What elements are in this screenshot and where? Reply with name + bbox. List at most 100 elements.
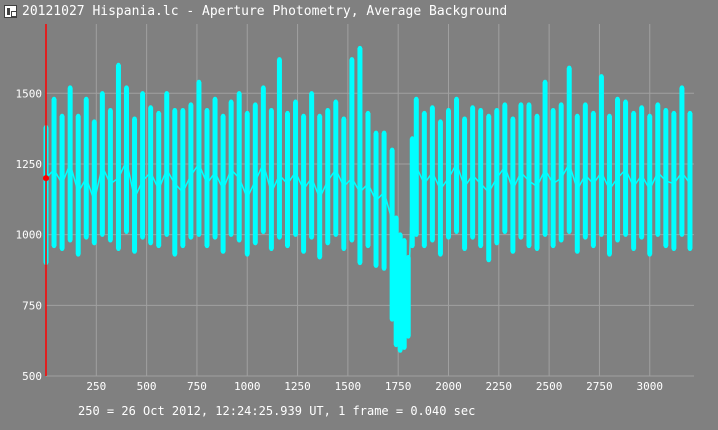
data-point [228,167,234,172]
chart-series [43,45,693,353]
data-point-min [132,249,137,254]
data-point-max [410,136,415,141]
data-point-min [679,232,685,237]
data-point-min [277,235,282,240]
data-point-max [647,113,652,119]
data-point-min [410,243,415,249]
data-point-min [671,246,677,251]
data-point [116,175,121,181]
data-point-max [494,108,499,113]
data-point-max [301,113,306,119]
x-tick-label: 2000 [435,380,462,392]
data-point-min [140,235,145,240]
data-point [164,167,169,172]
data-point-max [663,108,669,113]
data-point [349,175,355,181]
data-point [446,175,451,181]
data-point [325,178,330,184]
data-point-max [631,110,636,116]
data-point-max [687,110,693,116]
data-point-max [373,130,379,136]
data-point [655,170,660,175]
y-tick-label: 500 [22,370,42,383]
data-point-max [75,113,81,119]
x-tick-label: 1250 [284,380,311,392]
data-point [333,167,338,172]
data-point-max [671,110,677,116]
data-point [293,170,298,175]
data-point [550,181,556,186]
data-point-min [333,232,338,237]
data-point-min [220,249,226,254]
data-point-min [446,235,451,240]
data-point-min [647,252,652,257]
app-window-icon[interactable] [4,5,17,18]
data-point-min [164,232,169,237]
data-point-min [534,246,540,251]
data-point [510,187,516,192]
data-point [470,173,475,178]
data-point-min [406,334,411,339]
data-point-min [188,235,194,240]
data-point-min [575,249,580,254]
data-point [204,181,210,186]
x-tick-label: 1000 [234,380,261,392]
data-point [84,175,89,181]
x-tick-label: 3000 [636,380,663,392]
data-point [462,184,467,189]
data-point-min [663,243,669,249]
data-point-max [534,113,540,119]
data-point-max [397,232,403,237]
chart-cursor[interactable] [43,24,49,376]
data-point-max [402,238,407,243]
y-tick-label: 750 [22,299,42,312]
data-point [301,187,306,192]
data-point-max [406,255,411,260]
data-point [478,181,483,186]
data-point [567,161,572,167]
series-line [45,158,691,305]
data-point [454,161,459,167]
data-point [583,173,588,178]
data-point-max [623,99,628,104]
data-point [438,187,443,192]
data-point-max [309,91,314,96]
data-point [269,190,274,195]
data-point-max [325,108,330,113]
data-point [393,260,399,266]
data-point [414,164,419,169]
data-point-max [655,102,660,107]
data-point-max [470,105,475,110]
data-point-max [164,91,169,96]
data-point-max [116,62,121,68]
data-point-min [253,240,258,246]
data-point-max [188,102,194,107]
data-point-max [446,108,451,113]
data-point-min [402,345,407,350]
data-point-min [180,243,186,249]
data-point [639,173,644,178]
window-title: 20121027 Hispania.lc - Aperture Photomet… [22,4,508,19]
data-point-max [599,74,604,79]
data-point [285,181,290,186]
chart-axes: 250 500 750 1000 1250 1500 1750 2000 2250 2500 275… [16,87,694,392]
data-point-min [156,243,161,249]
data-point-min [687,246,693,251]
data-point [406,300,411,305]
data-point-min [510,249,516,254]
data-point [245,195,250,201]
data-point-min [631,246,636,251]
data-point-max [269,108,274,113]
data-point-max [542,79,548,85]
data-point-min [462,246,467,251]
data-point [591,181,596,186]
data-point-min [357,260,363,266]
data-point-max [261,85,266,90]
data-point-min [655,232,660,237]
data-point-max [430,105,435,110]
data-point-min [381,266,387,271]
data-point-max [486,113,491,119]
data-point-max [172,108,177,113]
data-point [100,164,105,169]
data-point-min [583,235,588,240]
